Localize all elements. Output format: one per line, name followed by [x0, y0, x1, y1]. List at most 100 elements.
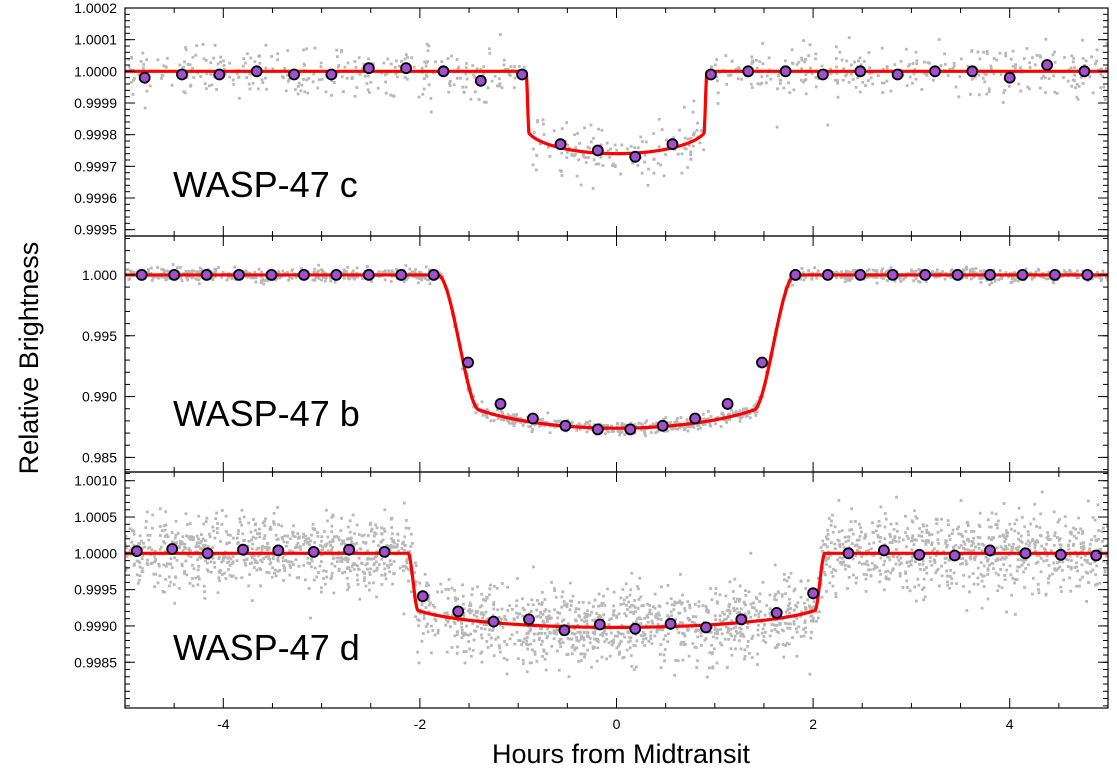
- raw-data-point: [466, 388, 470, 392]
- panel-wasp-47-c: 0.99950.99960.99970.99980.99991.00001.00…: [74, 0, 1109, 238]
- raw-data-point: [1070, 532, 1073, 536]
- raw-data-point: [313, 267, 317, 271]
- raw-data-point: [944, 556, 948, 560]
- raw-data-point: [619, 603, 623, 606]
- raw-data-point: [857, 538, 861, 542]
- raw-data-point: [245, 76, 248, 79]
- raw-data-point: [212, 529, 216, 533]
- raw-data-point: [153, 549, 157, 553]
- raw-data-point: [986, 597, 990, 601]
- raw-data-point: [348, 530, 352, 534]
- raw-data-point: [988, 283, 992, 287]
- raw-data-point: [197, 278, 201, 282]
- raw-data-point: [912, 543, 916, 547]
- raw-data-point: [1047, 77, 1051, 80]
- raw-data-point: [607, 623, 611, 627]
- raw-data-point: [610, 640, 614, 643]
- raw-data-point: [829, 541, 833, 544]
- raw-data-point: [522, 640, 525, 644]
- raw-data-point: [144, 526, 148, 530]
- raw-data-point: [724, 418, 728, 422]
- raw-data-point: [1074, 86, 1077, 90]
- raw-data-point: [996, 526, 999, 530]
- raw-data-point: [882, 81, 886, 85]
- raw-data-point: [184, 271, 188, 275]
- raw-data-point: [310, 559, 314, 563]
- raw-data-point: [483, 100, 486, 104]
- raw-data-point: [853, 60, 856, 64]
- raw-data-point: [581, 601, 585, 604]
- raw-data-point: [385, 544, 389, 547]
- raw-data-point: [966, 521, 970, 525]
- raw-data-point: [720, 632, 724, 636]
- raw-data-point: [560, 127, 564, 130]
- raw-data-point: [987, 87, 991, 91]
- raw-data-point: [271, 566, 274, 570]
- raw-data-point: [475, 615, 479, 619]
- raw-data-point: [1052, 510, 1056, 514]
- raw-data-point: [583, 612, 587, 616]
- raw-data-point: [248, 562, 252, 565]
- raw-data-point: [170, 566, 174, 569]
- raw-data-point: [651, 621, 655, 625]
- raw-data-point: [333, 564, 337, 568]
- raw-data-point: [219, 540, 222, 543]
- raw-data-point: [570, 152, 574, 156]
- raw-data-point: [761, 62, 765, 66]
- raw-data-point: [375, 526, 379, 530]
- raw-data-point: [893, 63, 897, 66]
- raw-data-point: [791, 636, 794, 639]
- raw-data-point: [1003, 540, 1007, 543]
- raw-data-point: [858, 90, 862, 94]
- raw-data-point: [664, 416, 668, 419]
- raw-data-point: [539, 615, 542, 619]
- raw-data-point: [624, 424, 628, 427]
- raw-data-point: [596, 646, 600, 650]
- raw-data-point: [502, 58, 506, 62]
- raw-data-point: [930, 533, 934, 536]
- raw-data-point: [804, 626, 807, 630]
- raw-data-point: [956, 527, 959, 531]
- raw-data-point: [264, 43, 268, 47]
- raw-data-point: [143, 106, 147, 110]
- raw-data-point: [324, 90, 328, 94]
- raw-data-point: [704, 605, 708, 608]
- raw-data-point: [909, 563, 913, 567]
- raw-data-point: [605, 637, 609, 641]
- raw-data-point: [498, 77, 501, 81]
- raw-data-point: [310, 533, 313, 537]
- raw-data-point: [246, 544, 250, 548]
- raw-data-point: [676, 659, 680, 663]
- raw-data-point: [609, 425, 613, 428]
- raw-data-point: [713, 628, 717, 632]
- raw-data-point: [1084, 570, 1088, 574]
- raw-data-point: [946, 74, 950, 77]
- raw-data-point: [162, 563, 166, 567]
- raw-data-point: [1077, 516, 1080, 520]
- raw-data-point: [342, 268, 346, 272]
- raw-data-point: [572, 154, 576, 158]
- raw-data-point: [197, 577, 201, 581]
- raw-data-point: [972, 556, 976, 560]
- raw-data-point: [227, 560, 231, 564]
- raw-data-point: [426, 60, 429, 63]
- raw-data-point: [567, 622, 570, 626]
- raw-data-point: [160, 77, 163, 80]
- raw-data-point: [364, 563, 368, 567]
- raw-data-point: [680, 425, 684, 428]
- raw-data-point: [1007, 543, 1011, 547]
- raw-data-point: [814, 76, 818, 79]
- raw-data-point: [498, 84, 501, 88]
- raw-data-point: [822, 543, 826, 547]
- raw-data-point: [268, 528, 272, 531]
- raw-data-point: [965, 276, 969, 280]
- raw-data-point: [1098, 275, 1102, 279]
- raw-data-point: [854, 554, 857, 557]
- raw-data-point: [830, 519, 833, 523]
- raw-data-point: [844, 271, 848, 275]
- raw-data-point: [414, 268, 417, 271]
- binned-point: [362, 268, 375, 281]
- raw-data-point: [168, 584, 171, 588]
- raw-data-point: [918, 527, 921, 530]
- raw-data-point: [593, 630, 597, 634]
